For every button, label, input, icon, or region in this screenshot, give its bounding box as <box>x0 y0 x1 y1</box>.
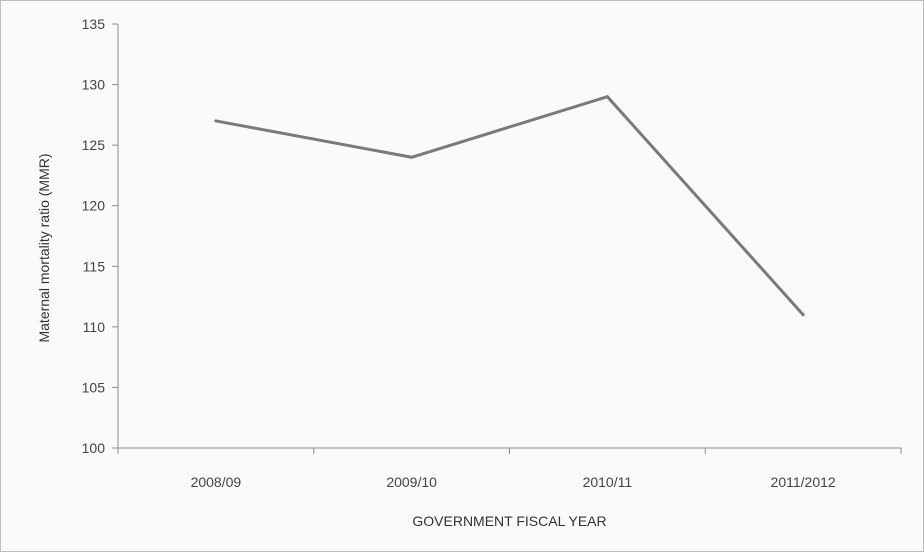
data-point <box>801 313 805 317</box>
y-tick-label: 135 <box>82 16 106 32</box>
data-point <box>214 119 218 123</box>
x-tick-label: 2010/11 <box>583 474 633 490</box>
y-tick-label: 100 <box>82 440 106 456</box>
data-point <box>410 155 414 159</box>
x-axis-ticks: 2008/09 2009/10 2010/11 2011/2012 <box>117 448 902 490</box>
y-axis-ticks: 100 105 110 115 120 125 130 135 <box>82 16 118 456</box>
y-tick-label: 105 <box>82 379 106 395</box>
data-point <box>605 95 609 99</box>
x-axis-title: GOVERNMENT FISCAL YEAR <box>412 513 606 529</box>
y-axis-title: Maternal mortality ratio (MMR) <box>36 153 52 342</box>
series-line <box>214 95 805 317</box>
y-tick-label: 130 <box>82 77 106 93</box>
x-tick-label: 2011/2012 <box>771 474 836 490</box>
y-tick-label: 120 <box>82 198 106 214</box>
x-tick-label: 2009/10 <box>386 474 437 490</box>
axes <box>117 24 901 449</box>
y-tick-label: 125 <box>82 137 106 153</box>
series-layer <box>214 95 805 317</box>
x-tick-label: 2008/09 <box>191 474 242 490</box>
y-tick-label: 110 <box>83 319 106 335</box>
y-tick-label: 115 <box>83 258 106 274</box>
